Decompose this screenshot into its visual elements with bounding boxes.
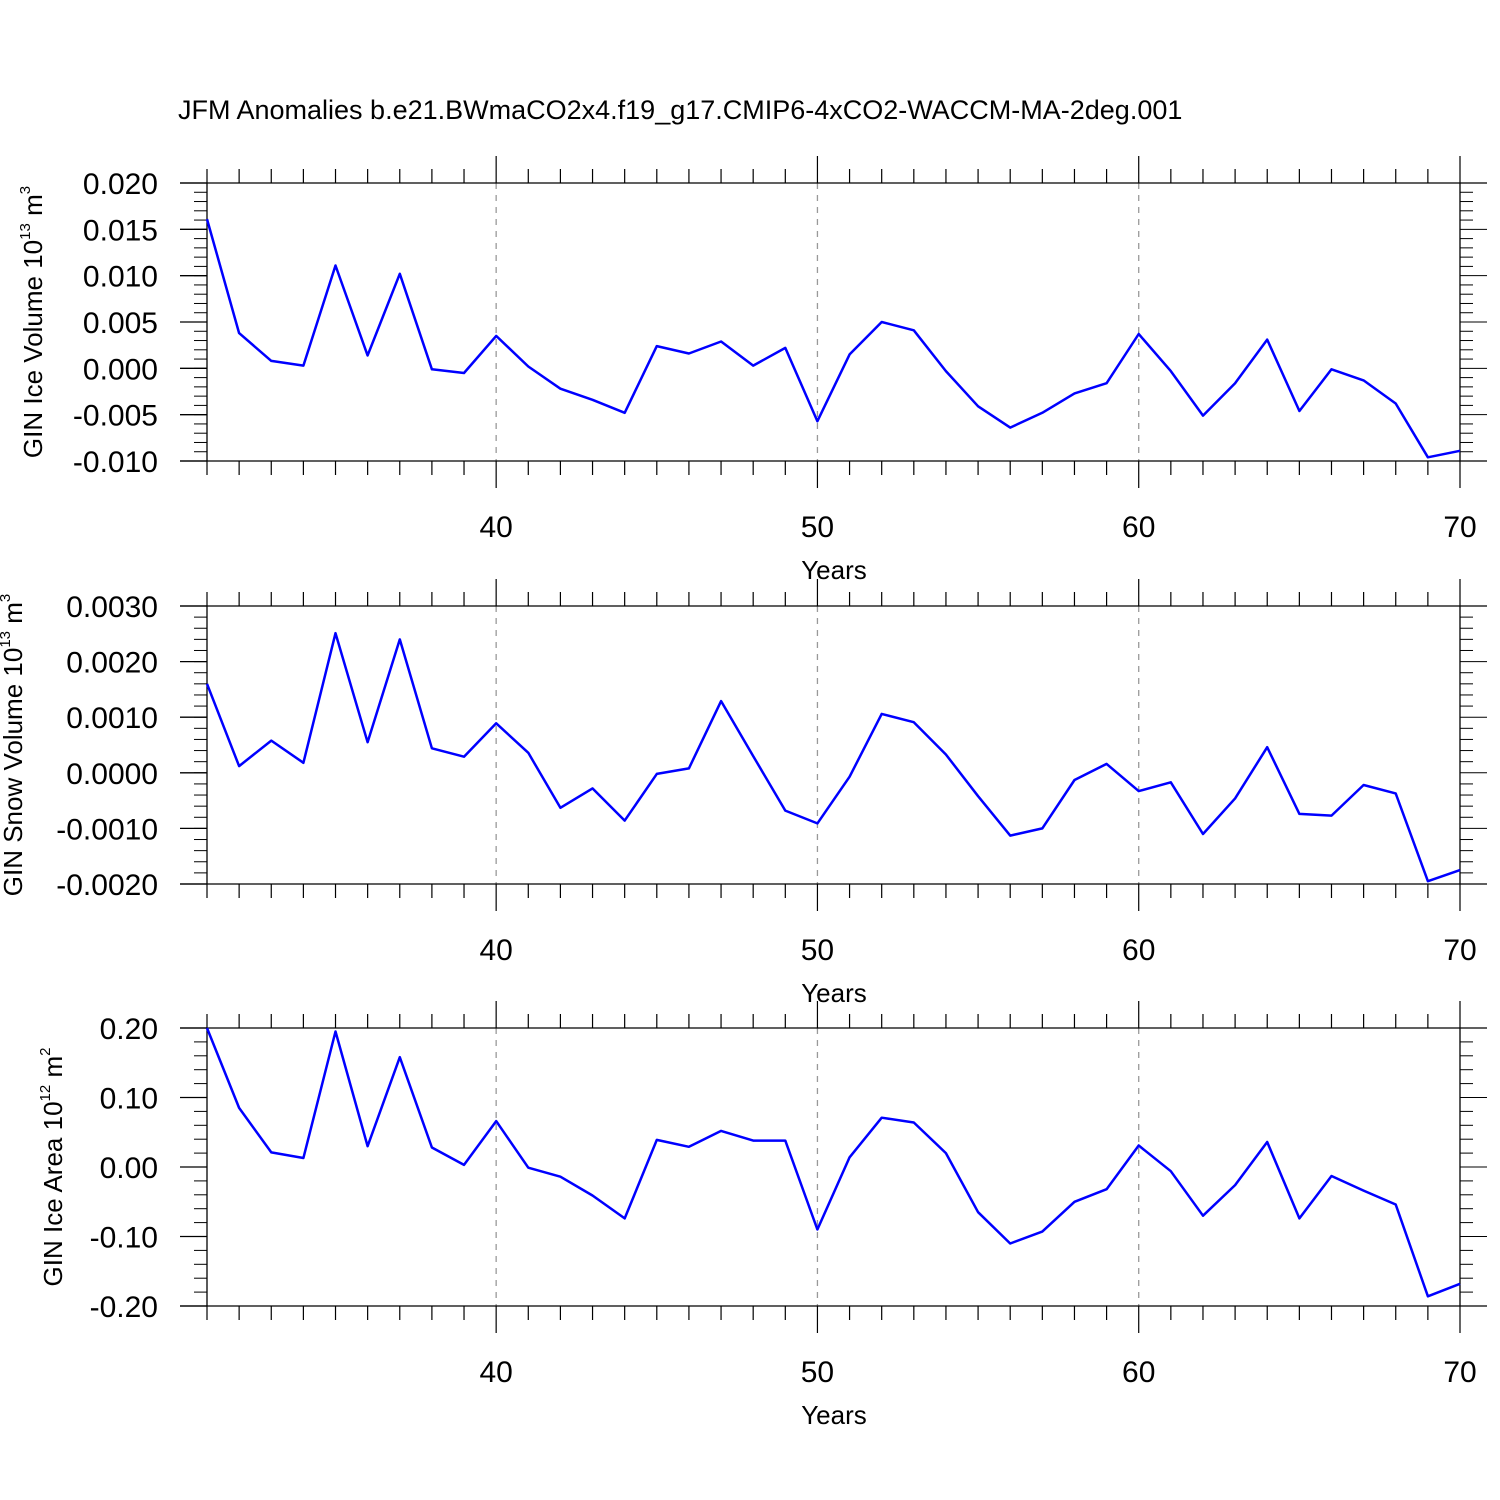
y-axis-title: GIN Ice Volume 1013 m3 [17, 186, 48, 458]
x-tick-label: 60 [1122, 511, 1155, 544]
y-tick-label: -0.0020 [56, 869, 158, 902]
x-tick-label: 60 [1122, 1356, 1155, 1389]
x-tick-label: 70 [1443, 511, 1476, 544]
y-tick-label: 0.0000 [66, 758, 158, 791]
y-tick-label: 0.0030 [66, 591, 158, 624]
x-axis-title: Years [801, 1400, 867, 1430]
chart-panel-1: -0.010 -0.005 0.000 0.005 0.010 0.015 0.020 40 5… [17, 156, 1487, 585]
chart-panel-3: -0.20 -0.10 0.00 0.10 0.20 40 50 60 70 Years GIN I… [37, 1001, 1487, 1430]
y-tick-label: -0.005 [73, 400, 158, 433]
y-tick-label: 0.010 [83, 261, 158, 294]
x-tick-label: 50 [801, 511, 834, 544]
x-tick-label: 40 [479, 1356, 512, 1389]
y-tick-label: 0.000 [83, 353, 158, 386]
y-tick-label: -0.10 [90, 1222, 158, 1255]
series-line [205, 218, 1461, 459]
y-tick-label: 0.020 [83, 168, 158, 201]
y-tick-label: 0.00 [100, 1152, 158, 1185]
x-tick-label: 70 [1443, 934, 1476, 967]
chart-panel-2: -0.0020 -0.0010 0.0000 0.0010 0.0020 0.0030 40… [0, 579, 1487, 1008]
y-tick-label: -0.010 [73, 446, 158, 479]
series-line [205, 631, 1461, 883]
panels: -0.010 -0.005 0.000 0.005 0.010 0.015 0.020 40 5… [0, 156, 1487, 1430]
x-axis-title: Years [801, 978, 867, 1008]
x-tick-label: 50 [801, 1356, 834, 1389]
x-tick-label: 40 [479, 934, 512, 967]
y-tick-label: 0.0010 [66, 702, 158, 735]
y-tick-label: 0.10 [100, 1083, 158, 1116]
x-axis-title: Years [801, 555, 867, 585]
y-tick-label: -0.20 [90, 1291, 158, 1324]
y-axis-title: GIN Ice Area 1012 m2 [37, 1048, 68, 1287]
y-tick-label: 0.005 [83, 307, 158, 340]
y-tick-label: 0.015 [83, 214, 158, 247]
figure-title: JFM Anomalies b.e21.BWmaCO2x4.f19_g17.CM… [178, 95, 1182, 125]
x-tick-label: 50 [801, 934, 834, 967]
y-tick-label: -0.0010 [56, 813, 158, 846]
x-tick-label: 60 [1122, 934, 1155, 967]
x-tick-label: 70 [1443, 1356, 1476, 1389]
x-tick-label: 40 [479, 511, 512, 544]
series-line [205, 1027, 1461, 1298]
y-tick-label: 0.20 [100, 1013, 158, 1046]
y-axis-title: GIN Snow Volume 1013 m3 [0, 594, 28, 897]
y-tick-label: 0.0020 [66, 647, 158, 680]
